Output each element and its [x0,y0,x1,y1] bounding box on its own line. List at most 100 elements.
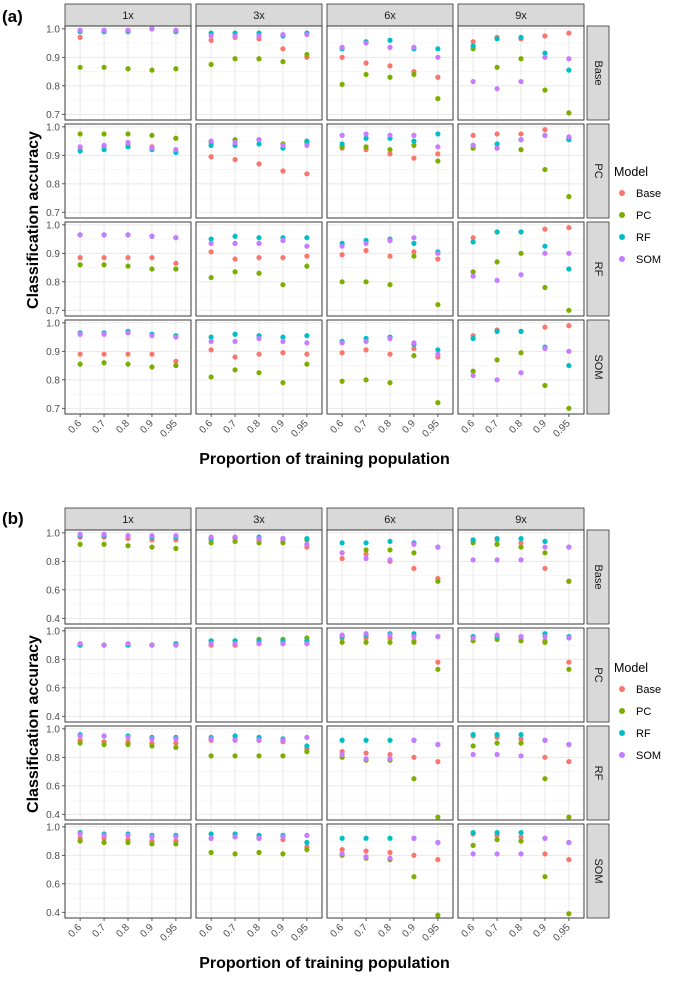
point-pc [173,266,179,272]
point-pc [256,540,262,546]
point-base [101,255,107,261]
point-som [304,541,310,547]
panel-RF-3x [195,725,323,821]
point-som [280,237,286,244]
point-pc [280,380,286,386]
point-pc [208,540,214,546]
y-tick-label: 0.6 [46,879,60,890]
panel-RF-9x [457,725,585,821]
point-som [494,632,500,638]
point-som [125,330,131,336]
point-som [173,736,179,742]
point-pc [173,66,179,72]
point-pc [566,814,572,820]
point-rf [339,540,345,546]
x-tick-label: 0.7 [352,922,370,940]
point-pc [232,851,238,857]
point-som [411,235,417,241]
point-som [339,851,345,857]
facet-strip-SOM [586,319,610,415]
point-som [518,753,524,759]
point-base [566,759,572,765]
point-rf [566,362,572,369]
point-base [435,151,441,157]
point-rf [542,50,548,56]
y-tick-label: 0.8 [46,851,60,862]
point-pc [125,66,131,72]
panel-PC-6x [326,123,454,219]
point-rf [470,239,476,245]
point-rf [339,737,345,743]
point-pc [542,382,548,389]
legend-label: Base [636,188,661,200]
point-som [363,631,369,637]
point-base [542,33,548,39]
y-axis-title: Classification accuracy [25,635,42,813]
point-som [256,737,262,743]
point-pc [518,56,524,62]
point-pc [363,639,369,645]
point-som [470,372,476,379]
point-som [125,232,131,238]
point-base [435,659,441,665]
panel-SOM-3x [195,823,323,919]
point-som [232,641,238,647]
point-pc [304,749,310,755]
y-tick-label: 1.0 [46,528,60,539]
panel-SOM-6x [326,823,454,919]
point-rf [125,144,131,150]
point-base [304,351,310,357]
panel-border [195,627,323,723]
point-rf [411,240,417,246]
x-tick-label: 0.6 [328,418,346,436]
panel-Base-6x [326,25,454,121]
point-som [208,736,214,742]
point-pc [304,847,310,853]
point-pc [411,776,417,782]
point-pc [256,56,262,62]
point-pc [280,753,286,759]
point-rf [494,229,500,235]
chart-b: (b) 1x 3x 6x 9xBasePCRFSOM0.40.60.81.00.40.6… [2,507,661,972]
point-base [256,161,262,167]
point-base [387,253,393,259]
point-base [566,30,572,36]
point-base [387,849,393,856]
point-pc [566,666,572,672]
point-som [494,851,500,857]
point-pc [149,67,155,73]
point-som [149,642,155,648]
point-rf [387,538,393,544]
point-base [280,255,286,261]
point-base [208,347,214,353]
point-som [208,835,214,841]
point-som [77,232,83,238]
panel-border [64,725,192,821]
point-base [542,754,548,760]
y-tick-label: 0.7 [46,110,60,121]
point-base [363,60,369,66]
point-som [208,240,214,246]
point-som [435,741,441,748]
panel-border [326,627,454,723]
point-som [435,839,441,846]
point-pc [232,269,238,275]
figure-label: (b) [2,509,24,528]
point-som [435,633,441,640]
point-som [304,734,310,740]
legend-label: Base [636,684,661,696]
legend-label: SOM [636,750,661,762]
y-tick-label: 1.0 [46,220,60,231]
panel-SOM-1x [64,319,192,415]
point-pc [77,740,83,746]
point-pc [518,838,524,844]
x-tick-label: 0.7 [90,418,108,436]
point-rf [208,334,214,340]
point-pc [518,740,524,746]
x-tick-label: 0.9 [269,418,287,436]
panel-border [64,529,192,625]
point-som [542,633,548,640]
y-tick-label: 0.7 [46,208,60,219]
y-tick-label: 0.7 [46,306,60,317]
